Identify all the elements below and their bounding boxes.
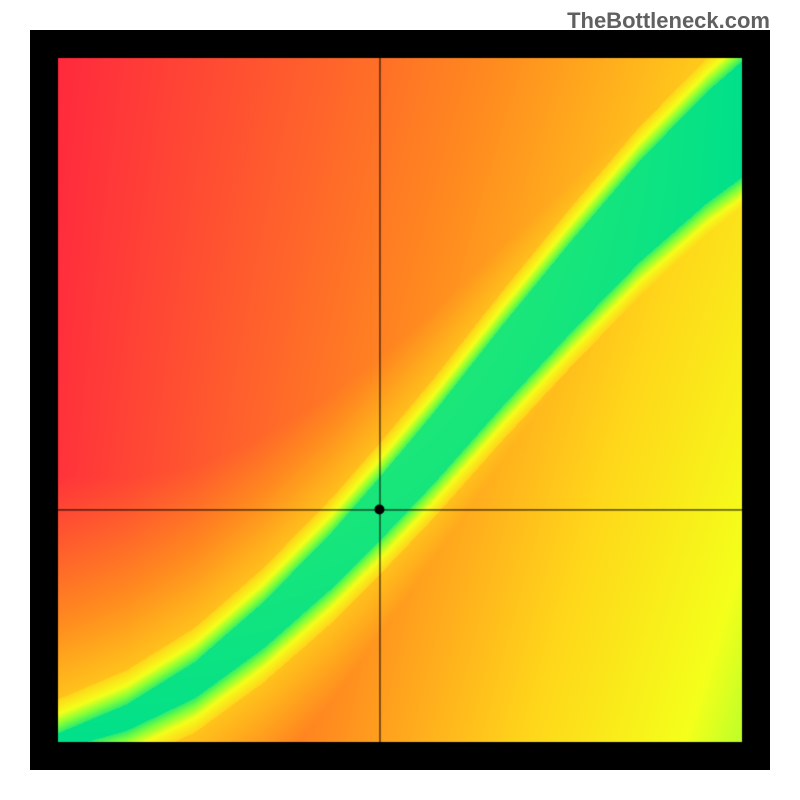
bottleneck-heatmap [30, 30, 770, 770]
